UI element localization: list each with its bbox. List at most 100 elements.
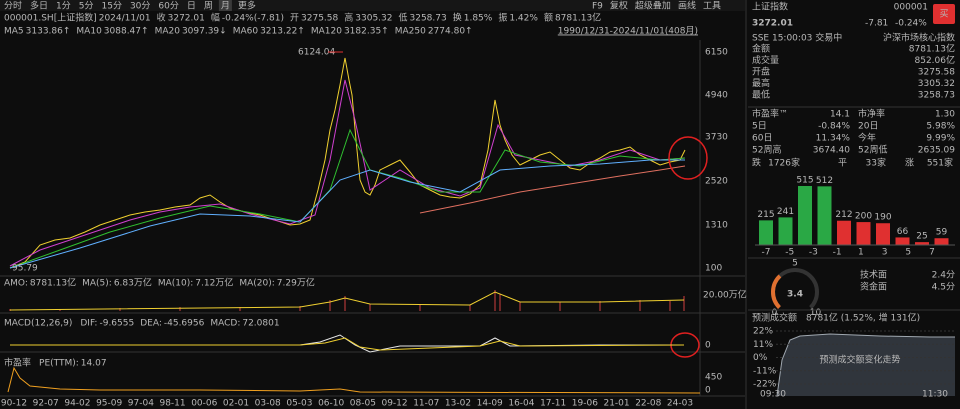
bar-tick: -3 [809,248,818,258]
row-label: MA(5): [82,279,112,289]
bar-label: 59 [936,228,948,238]
pair-value: -0.84% [818,122,850,132]
bar [856,222,871,245]
toolbar-bg [0,0,745,11]
row-label: DEA: [140,319,162,329]
period-tab[interactable]: 5分 [79,1,94,12]
gauge-value-label: 3.4 [787,290,803,300]
row-value: 2024/11/01 [99,14,151,24]
period-tab[interactable]: 更多 [238,0,256,12]
row-value: 3213.22↑ [260,27,305,37]
price-axis-label: 6150 [705,48,728,58]
row-label: MA60 [233,27,259,37]
bar-label: 215 [757,210,774,220]
x-axis-label: 03-08 [255,399,281,409]
price-axis-label: 2520 [705,177,728,187]
x-axis-label: 16-04 [508,399,534,409]
score-label: 技术面 [860,269,887,281]
gauge-value [771,274,782,309]
row-label: 幅 [211,12,220,24]
bar-label: 190 [874,213,891,223]
forecast-area [777,334,955,396]
pair-label: 20日 [858,121,878,132]
stat-label: 最高 [752,77,770,89]
price-axis-label: 3730 [705,133,728,143]
period-tab[interactable]: 15分 [102,1,122,12]
bar-label: 66 [897,227,909,237]
side-tag: 沪深市场核心指数 [883,32,955,44]
amo-ma [9,291,685,311]
buy-label: 买 [939,9,948,20]
row-value: 7.29万亿 [277,277,315,289]
low-note: 95.79 [12,264,38,274]
tool[interactable]: 画线 [678,0,696,12]
x-axis-label: 02-01 [223,399,249,409]
breadth-value: 551家 [927,157,953,169]
period-tab[interactable]: 周 [204,1,213,12]
bar-label: 241 [777,207,794,217]
pair-label: 52周高 [752,144,781,156]
x-axis-label: 90-12 [1,399,27,409]
tool[interactable]: F9 [592,2,603,12]
buy-button[interactable] [933,4,955,24]
pair-value: 11.34% [816,134,851,144]
x-axis-label: 11-07 [413,399,439,409]
macd-axis: 0 [705,341,711,351]
price-lines [9,57,686,269]
forecast-value: 8781亿 (1.52%, 增 131亿) [806,312,920,324]
pair-value: 14.1 [830,110,850,120]
period-tab[interactable]: 日 [187,1,196,12]
forecast-y-label: -22% [753,380,777,390]
x-axis-label: 21-01 [603,399,629,409]
stat-label: 开盘 [752,66,770,78]
row-label: MA120 [311,27,342,37]
period-tab[interactable]: 60分 [158,1,178,12]
bar-tick: 1 [858,248,864,258]
row-label: DIF: [80,319,97,329]
row-value: 3133.86↑ [26,27,71,37]
bar-tick: -5 [785,248,794,258]
tool[interactable]: 复权 [610,0,628,12]
row-label: MA(10): [158,279,193,289]
ma-line [419,165,686,214]
tool[interactable]: 超级叠加 [635,0,671,12]
row-value: -9.6555 [99,319,134,329]
row-label: MACD: [210,319,240,329]
row-label: MA5 [4,27,24,37]
price-axis-label: 4940 [705,91,728,101]
range-label: 1990/12/31-2024/11/01(408月) [558,26,698,37]
row-label: MA250 [395,27,426,37]
row-value: 3088.47↑ [104,27,149,37]
gauge-tick: 5 [792,259,798,269]
macd-dea [10,337,685,351]
row-label: 振 [498,12,507,24]
row-value: 1.85% [464,14,493,24]
side-status: SSE 15:00:03 交易中 [752,32,842,44]
row-value: 14.07 [81,359,107,369]
pair-label: 5日 [752,121,767,132]
row-label: 高 [344,12,353,24]
forecast-x-label: 11:30 [922,390,948,400]
tool[interactable]: 工具 [703,1,721,12]
x-axis-label: 97-04 [128,399,154,409]
row-value: 7.12万亿 [195,277,233,289]
score-value: 2.4分 [932,270,955,281]
period-tab[interactable]: 分时 [4,0,22,12]
bar-tick: -7 [762,248,771,258]
stat-label: 成交量 [752,54,779,66]
forecast-y-label: 11% [753,340,773,350]
bar-tick: 5 [905,248,911,258]
period-tab[interactable]: 30分 [130,1,150,12]
row-label: PE(TTM): [39,359,79,369]
pair-value: 1.30 [935,110,955,120]
forecast-watermark: 预测成交额变化走势 [819,354,900,366]
stat-label: 金额 [752,43,770,55]
period-tab[interactable]: 月 [221,1,230,12]
stat-value: 3305.32 [918,79,955,89]
pe-axis: 450 [705,373,722,383]
pair-label: 52周低 [858,144,887,156]
period-tab[interactable]: 1分 [56,1,71,12]
period-tab[interactable]: 多日 [30,0,48,12]
